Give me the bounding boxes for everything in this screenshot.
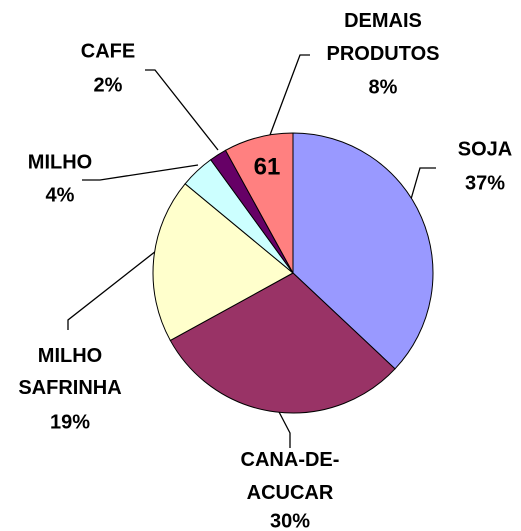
leader-line (145, 69, 219, 151)
annotation: 61 (254, 153, 281, 180)
pie-slice (224, 132, 294, 274)
leader-line (82, 164, 199, 181)
pie-slice (152, 183, 294, 342)
pie-slice (292, 132, 434, 370)
value-label: 8% (369, 76, 398, 98)
value-label: 2% (94, 74, 123, 96)
leader-line (67, 239, 171, 330)
value-label: 37% (465, 172, 505, 194)
value-label: 4% (46, 184, 75, 206)
slice-label: CANA-DE-ACUCAR (241, 449, 340, 504)
slice-label: DEMAIS PRODUTOS (327, 10, 440, 65)
slice-label: SOJA (458, 138, 512, 160)
value-label: 19% (50, 411, 90, 433)
leader-line (277, 409, 291, 448)
slice-label: MILHO SAFRINHA (18, 345, 121, 399)
pie-slice (169, 272, 396, 414)
slice-label: CAFE (81, 40, 135, 62)
slice-label: MILHO (28, 151, 92, 173)
leader-lines (67, 54, 436, 448)
leader-line (269, 54, 310, 136)
value-label: 30% (270, 510, 310, 531)
